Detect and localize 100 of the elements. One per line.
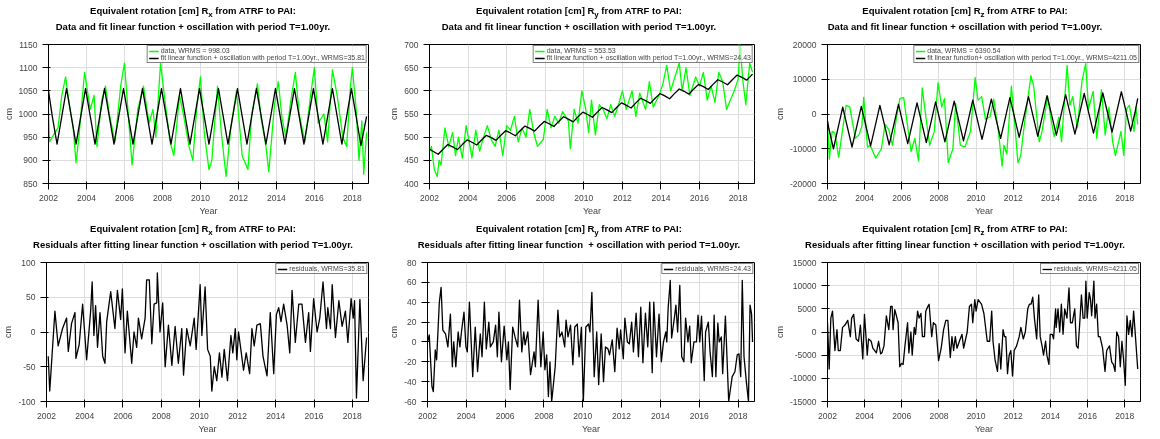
x-tick-label: 2002 (37, 410, 57, 421)
y-axis-title: cm (389, 108, 400, 120)
x-tick-label: 2010 (190, 192, 211, 203)
x-tick-label: 2012 (1003, 410, 1023, 421)
y-tick-label: 50 (26, 292, 36, 303)
line-series (429, 44, 754, 178)
x-tick-label: 2014 (650, 410, 671, 421)
x-axis-title: Year (582, 205, 602, 216)
y-tick-label: 950 (23, 132, 38, 143)
y-tick-label: -5000 (794, 350, 817, 361)
x-tick-label: 2010 (574, 192, 594, 203)
x-tick-label: 2014 (266, 192, 287, 203)
y-axis-title: cm (775, 108, 786, 120)
chart-title: Equivalent rotation [cm] R$_{x}$ from ATRF to PAI: (89, 223, 297, 239)
y-tick-label: 0 (811, 327, 817, 337)
x-tick-label: 2004 (855, 192, 875, 203)
x-tick-label: 2002 (818, 192, 838, 203)
x-axis-title: Year (198, 423, 217, 434)
x-tick-label: 2014 (651, 192, 671, 203)
line-series (48, 62, 368, 178)
x-tick-label: 2018 (728, 192, 748, 203)
y-tick-label: 40 (407, 297, 417, 308)
chart-subtitle: Residuals after fitting linear function + oscillation with period T=1.00yr. (33, 238, 353, 251)
x-tick-label: 2006 (497, 192, 517, 203)
x-tick-label: 2012 (228, 192, 249, 203)
chart-title: Equivalent rotation [cm] R$_{x}$ from ATRF to PAI: (89, 5, 297, 21)
y-tick-label: 600 (404, 85, 419, 96)
x-tick-label: 2018 (342, 192, 363, 203)
x-tick-label: 2012 (1003, 192, 1023, 203)
y-axis-title: cm (775, 326, 786, 338)
chart-title: Equivalent rotation [cm] R$_{z}$ from ATRF to PAI: (861, 223, 1069, 239)
x-tick-label: 2016 (1078, 410, 1098, 421)
chart-title: Equivalent rotation [cm] R$_{y}$ from ATRF to PAI: (475, 223, 683, 239)
x-tick-label: 2006 (892, 192, 912, 203)
y-tick-label: 400 (404, 178, 419, 189)
y-tick-label: 20000 (792, 39, 817, 50)
y-tick-label: 1100 (19, 62, 38, 73)
x-tick-label: 2016 (1078, 192, 1098, 203)
y-tick-label: 10000 (792, 280, 817, 291)
y-tick-label: 900 (23, 155, 38, 166)
chart-subtitle: Data and fit linear function + oscillation with period T=1.00yr. (827, 20, 1103, 33)
x-tick-label: 2012 (612, 410, 632, 421)
x-tick-label: 2016 (690, 192, 710, 203)
y-axis-title: cm (3, 326, 14, 338)
y-tick-label: -20000 (790, 178, 817, 189)
x-tick-label: 2010 (966, 192, 986, 203)
y-tick-label: 1000 (18, 109, 38, 119)
y-tick-label: 850 (23, 178, 38, 189)
y-tick-label: 0 (30, 327, 36, 337)
y-tick-label: 60 (407, 277, 417, 288)
x-tick-label: 2014 (266, 410, 286, 421)
x-tick-label: 2006 (892, 410, 912, 421)
y-tick-label: 100 (21, 257, 36, 268)
chart-subtitle: Data and fit linear function + oscillation with period T=1.00yr. (441, 20, 717, 33)
chart-title: Equivalent rotation [cm] R$_{z}$ from ATRF to PAI: (861, 5, 1069, 21)
x-tick-label: 2008 (152, 192, 173, 203)
y-tick-label: -100 (18, 396, 36, 407)
y-tick-label: 15000 (792, 257, 817, 268)
x-tick-label: 2012 (228, 410, 248, 421)
chart-subtitle: Residuals after fitting linear function + oscillation with period T=1.00yr. (417, 238, 741, 251)
y-tick-label: 1050 (18, 85, 38, 96)
y-tick-label: 20 (407, 317, 417, 328)
x-tick-label: 2002 (420, 192, 440, 203)
x-tick-label: 2008 (929, 192, 949, 203)
line-series (827, 62, 1139, 167)
y-tick-label: 0 (411, 336, 417, 347)
y-tick-label: 550 (404, 109, 419, 119)
x-tick-label: 2006 (115, 192, 135, 203)
x-tick-label: 2004 (456, 410, 477, 421)
y-axis-title: cm (389, 326, 400, 338)
x-tick-label: 2002 (418, 410, 438, 421)
y-tick-label: -50 (23, 361, 36, 372)
x-tick-label: 2012 (612, 192, 633, 203)
x-tick-label: 2018 (1115, 410, 1135, 421)
x-tick-label: 2008 (534, 410, 554, 421)
y-tick-label: -10000 (790, 143, 817, 154)
x-axis-title: Year (974, 423, 994, 434)
x-tick-label: 2002 (818, 410, 838, 421)
x-tick-label: 2016 (304, 410, 324, 421)
y-tick-label: 10000 (792, 74, 817, 85)
y-tick-label: 450 (404, 155, 419, 166)
x-tick-label: 2010 (966, 410, 986, 421)
x-tick-label: 2006 (113, 410, 133, 421)
x-tick-label: 2018 (1115, 192, 1135, 203)
x-tick-label: 2018 (728, 410, 748, 421)
y-tick-label: 700 (404, 39, 419, 50)
x-axis-title: Year (199, 205, 218, 216)
y-tick-label: -15000 (790, 396, 817, 407)
y-tick-label: 1150 (19, 39, 38, 50)
y-tick-label: 5000 (797, 303, 817, 314)
y-axis-title: cm (3, 108, 14, 120)
chart-title: Equivalent rotation [cm] R$_{y}$ from ATRF to PAI: (475, 5, 683, 21)
chart-subtitle: Residuals after fitting linear function + oscillation with period T=1.00yr. (805, 238, 1125, 251)
x-tick-label: 2016 (689, 410, 709, 421)
x-tick-label: 2008 (151, 410, 171, 421)
x-tick-label: 2004 (77, 192, 97, 203)
y-tick-label: 500 (404, 132, 419, 143)
y-tick-label: 0 (811, 109, 817, 119)
y-tick-label: -40 (404, 376, 417, 387)
x-tick-label: 2010 (189, 410, 210, 421)
